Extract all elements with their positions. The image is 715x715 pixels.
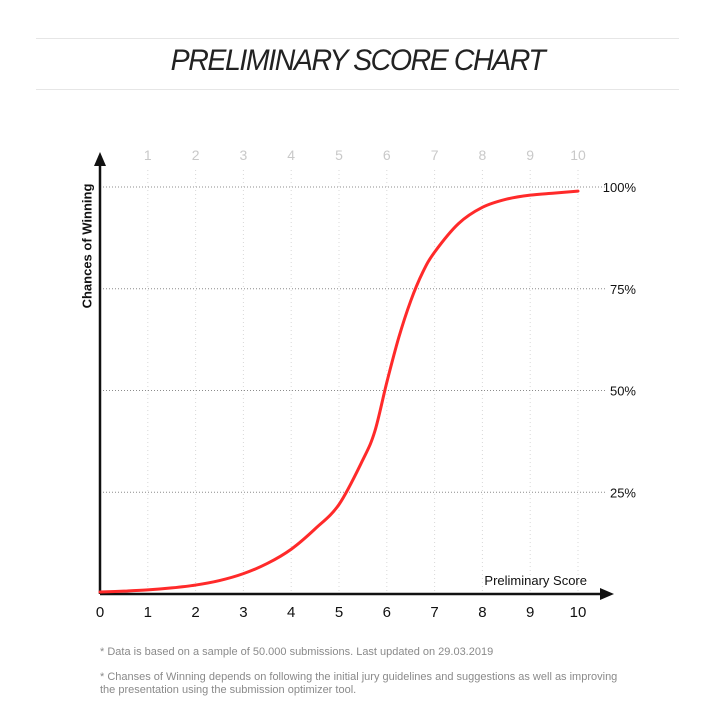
x-tick-bottom: 5 xyxy=(335,604,343,621)
title-area: PRELIMINARY SCORE CHART xyxy=(0,0,715,100)
x-tick-top: 10 xyxy=(570,147,586,163)
series-line xyxy=(98,189,580,594)
x-tick-top: 8 xyxy=(479,147,487,163)
y-tick-label: 50% xyxy=(610,384,636,399)
x-tick-top: 5 xyxy=(335,147,343,163)
x-axis-label: Preliminary Score xyxy=(484,573,587,588)
y-tick-label: 100% xyxy=(603,180,637,195)
x-tick-bottom: 10 xyxy=(570,604,587,621)
x-tick-top: 6 xyxy=(383,147,391,163)
x-tick-bottom: 8 xyxy=(478,604,486,621)
x-axis-arrow xyxy=(600,588,614,600)
x-tick-top: 7 xyxy=(431,147,439,163)
x-tick-bottom: 4 xyxy=(287,604,295,621)
x-tick-bottom: 0 xyxy=(96,604,104,621)
x-tick-top: 2 xyxy=(192,147,200,163)
y-tick-label: 25% xyxy=(610,485,636,500)
x-tick-bottom: 7 xyxy=(430,604,438,621)
title-top-rule xyxy=(36,38,679,39)
footnote-data-source: * Data is based on a sample of 50.000 su… xyxy=(100,646,494,658)
y-axis-label: Chances of Winning xyxy=(79,183,95,309)
title-bottom-rule xyxy=(36,89,679,90)
x-tick-bottom: 2 xyxy=(191,604,199,621)
x-tick-top: 3 xyxy=(240,147,248,163)
y-tick-label: 75% xyxy=(610,282,636,297)
y-axis-arrow xyxy=(94,152,106,166)
x-tick-top: 4 xyxy=(287,147,295,163)
x-tick-bottom: 9 xyxy=(526,604,534,621)
x-tick-bottom: 3 xyxy=(239,604,247,621)
footnotes: * Data is based on a sample of 50.000 su… xyxy=(100,646,620,709)
x-tick-bottom: 6 xyxy=(383,604,391,621)
x-tick-bottom: 1 xyxy=(144,604,152,621)
x-tick-top: 1 xyxy=(144,147,152,163)
footnote-disclaimer: * Chanses of Winning depends on followin… xyxy=(100,671,618,696)
chart-title: PRELIMINARY SCORE CHART xyxy=(170,44,546,77)
x-tick-top: 9 xyxy=(526,147,534,163)
